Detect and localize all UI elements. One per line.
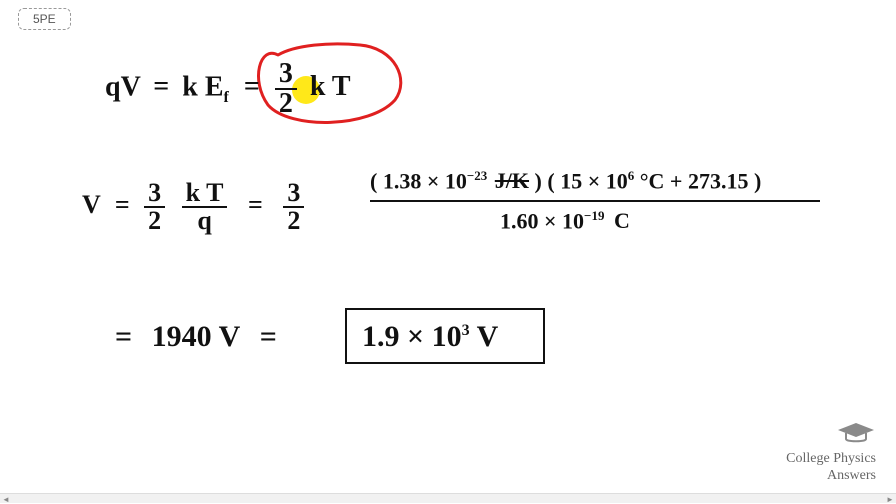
l2-close1: ) xyxy=(535,168,542,193)
equation-line-3: = 1940 V = xyxy=(115,320,277,354)
l2-b-coeff: 15 × 10 xyxy=(560,168,628,193)
l2-close2: ) xyxy=(754,168,761,193)
l3-unit: V xyxy=(470,320,499,353)
l1-frac-den: 2 xyxy=(275,90,297,118)
l1-qV: qV xyxy=(105,71,140,102)
l2-f3n: 3 xyxy=(283,180,304,208)
equation-line-2-left: V = 3 2 k T q = 3 2 xyxy=(82,180,304,234)
l2-a-coeff: 1.38 × 10 xyxy=(383,168,467,193)
l2-f2d: q xyxy=(182,208,228,234)
logo-line1: College Physics xyxy=(786,451,876,468)
l3-val1: 1940 V xyxy=(152,320,241,353)
l1-kT: k T xyxy=(310,71,351,102)
horizontal-scrollbar[interactable]: ◄ ► xyxy=(0,493,896,503)
l1-frac-num: 3 xyxy=(275,60,297,90)
l2-f1d: 2 xyxy=(144,208,165,234)
l2-frac3: 3 2 xyxy=(283,180,304,234)
l2-big-fracline xyxy=(370,200,820,202)
l2-a-exp: −23 xyxy=(467,168,487,183)
l2-frac2: k T q xyxy=(182,180,228,234)
l1-f-sub: f xyxy=(224,89,229,106)
l2-open1: ( xyxy=(370,168,377,193)
l2-big-numerator: ( 1.38 × 10−23 J/K ) ( 15 × 106 °C + 273… xyxy=(370,168,761,194)
l3-eq2: = xyxy=(260,320,277,353)
l2-den-unit: C xyxy=(614,208,630,233)
l2-a-unit: J/K xyxy=(495,168,529,193)
l2-frac1: 3 2 xyxy=(144,180,165,234)
l1-frac: 3 2 xyxy=(275,60,297,118)
l2-b-unit: °C + 273.15 xyxy=(640,168,749,193)
l2-b-exp: 6 xyxy=(628,168,635,183)
l3-exp: 3 xyxy=(462,322,470,339)
l2-eq2: = xyxy=(248,190,263,219)
l2-V: V xyxy=(82,190,100,219)
l2-open2: ( xyxy=(547,168,554,193)
graduation-cap-icon xyxy=(836,421,876,447)
l2-eq1: = xyxy=(115,190,130,219)
equation-line-1: qV = k Ef = 3 2 k T xyxy=(105,60,351,118)
l2-f3d: 2 xyxy=(283,208,304,234)
l1-kE: k E xyxy=(182,71,223,102)
l3-val2: 1.9 × 10 xyxy=(362,320,462,353)
logo-line2: Answers xyxy=(786,468,876,485)
l3-boxed-value: 1.9 × 103 V xyxy=(362,320,498,354)
l3-eq1: = xyxy=(115,320,132,353)
l2-den-exp: −19 xyxy=(584,208,604,223)
l2-den-coeff: 1.60 × 10 xyxy=(500,208,584,233)
l2-big-denominator: 1.60 × 10−19 C xyxy=(500,208,630,234)
brand-logo: College Physics Answers xyxy=(786,421,876,485)
l2-f1n: 3 xyxy=(144,180,165,208)
l1-eq2: = xyxy=(244,71,260,102)
l2-f2n: k T xyxy=(182,180,228,208)
l1-eq1: = xyxy=(153,71,169,102)
